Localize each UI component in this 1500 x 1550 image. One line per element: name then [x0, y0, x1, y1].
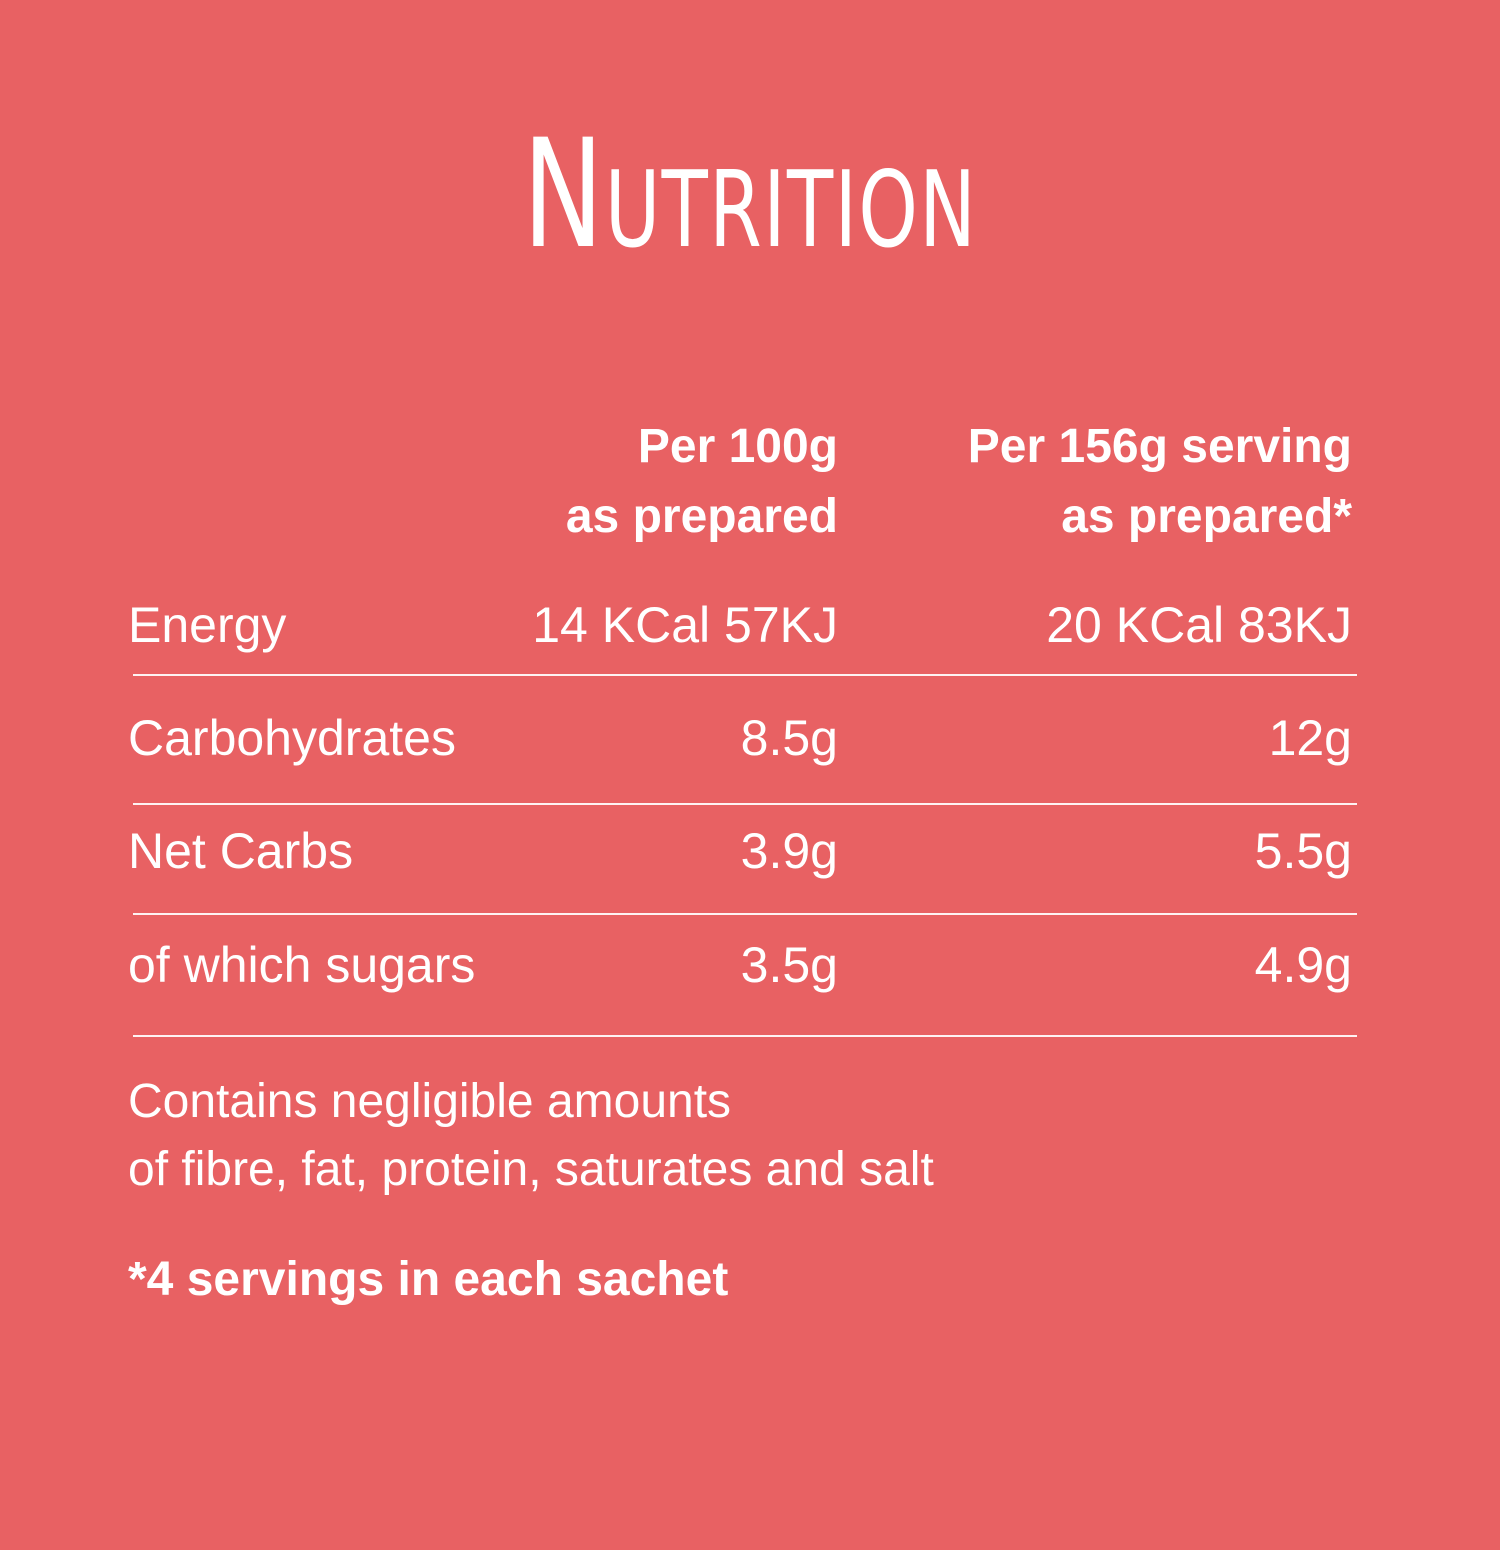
servings-footnote: *4 servings in each sachet	[128, 1253, 729, 1306]
nutrition-row-net-carbs: Net Carbs 3.9g 5.5g	[128, 811, 1352, 891]
value-per-100g: 14 KCal 57KJ	[532, 597, 838, 653]
column-header-per-serving: Per 156g serving as prepared*	[900, 412, 1352, 552]
column-header-line: Per 156g serving	[967, 420, 1352, 473]
row-divider	[133, 1035, 1357, 1037]
row-label: Net Carbs	[128, 823, 354, 879]
note-line: of fibre, fat, protein, saturates and sa…	[128, 1143, 934, 1196]
column-header-per-100g: Per 100g as prepared	[480, 412, 838, 552]
column-header-line: as prepared	[565, 490, 838, 543]
value-per-100g: 3.5g	[740, 937, 838, 993]
page-title: Nutrition	[522, 108, 978, 282]
negligible-amounts-note: Contains negligible amounts of fibre, fa…	[128, 1068, 934, 1204]
row-label: of which sugars	[128, 937, 476, 993]
row-divider	[133, 913, 1357, 915]
row-label: Carbohydrates	[128, 710, 456, 766]
nutrition-row-energy: Energy 14 KCal 57KJ 20 KCal 83KJ	[128, 585, 1352, 665]
value-per-serving: 4.9g	[1254, 937, 1352, 993]
column-header-line: as prepared*	[1061, 490, 1352, 543]
value-per-100g: 8.5g	[740, 710, 838, 766]
nutrition-row-sugars: of which sugars 3.5g 4.9g	[128, 925, 1352, 1005]
nutrition-row-carbohydrates: Carbohydrates 8.5g 12g	[128, 698, 1352, 778]
value-per-100g: 3.9g	[740, 823, 838, 879]
value-per-serving: 5.5g	[1254, 823, 1352, 879]
row-divider	[133, 674, 1357, 676]
column-header-line: Per 100g	[637, 420, 838, 473]
row-label: Energy	[128, 597, 287, 653]
value-per-serving: 20 KCal 83KJ	[1046, 597, 1352, 653]
row-divider	[133, 803, 1357, 805]
value-per-serving: 12g	[1268, 710, 1352, 766]
note-line: Contains negligible amounts	[128, 1075, 732, 1128]
